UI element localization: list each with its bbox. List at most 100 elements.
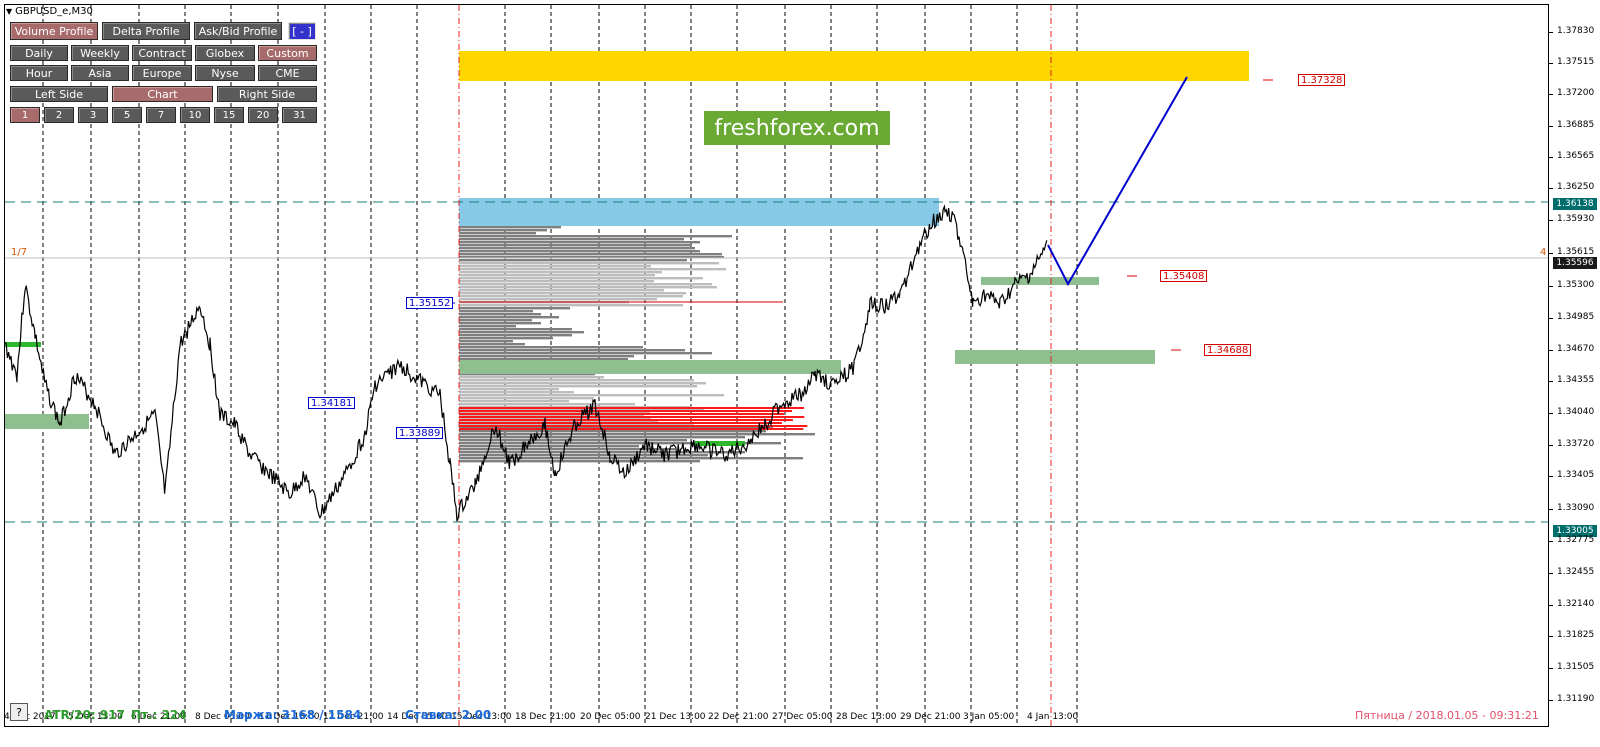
red-profile-bar (459, 425, 808, 427)
price-tick-mark (1549, 541, 1553, 542)
profile-bar (459, 268, 726, 271)
time-tick: 4 Jan 13:00 (1027, 712, 1079, 722)
europe-button[interactable]: Europe (132, 65, 192, 81)
price-tick: 1.32775 (1557, 535, 1595, 545)
green-zone-support-2 (955, 350, 1155, 364)
hour-button[interactable]: Hour (10, 65, 68, 81)
contract-button[interactable]: Contract (132, 45, 192, 61)
range-button-31[interactable]: 31 (282, 107, 317, 123)
range-button-5[interactable]: 5 (112, 107, 142, 123)
green-zone-left (5, 414, 89, 429)
profile-bar (459, 265, 651, 268)
price-tick: 1.33405 (1557, 470, 1595, 480)
range-button-10[interactable]: 10 (180, 107, 210, 123)
axis-tag-upper: 1.36138 (1553, 198, 1597, 210)
asia-button[interactable]: Asia (71, 65, 129, 81)
green-zone-mid (459, 360, 841, 374)
time-tick: 12 Dec 21:00 (323, 712, 384, 722)
level-label-left-2: 1.33889 (396, 427, 444, 439)
time-tick: 14 Dec 05:00 (387, 712, 448, 722)
custom-button[interactable]: Custom (258, 45, 317, 61)
price-tick: 1.36250 (1557, 182, 1595, 192)
profile-bar (459, 403, 635, 406)
profile-bar (459, 256, 724, 259)
profile-bar (459, 247, 695, 250)
level-label-target: 1.37328 (1298, 74, 1346, 86)
profile-bar (459, 451, 745, 454)
profile-bar (459, 226, 561, 229)
profile-bar (459, 349, 685, 352)
profile-bar (459, 313, 541, 316)
price-tick: 1.37200 (1557, 88, 1595, 98)
delta-profile-button[interactable]: Delta Profile (102, 22, 190, 40)
profile-bar (459, 316, 559, 319)
range-button-7[interactable]: 7 (146, 107, 176, 123)
price-tick-mark (1549, 32, 1553, 33)
time-tick: 8 Dec 05:00 (195, 712, 250, 722)
time-tick: 5 Dec 13:00 (68, 712, 123, 722)
profile-bar (459, 235, 732, 238)
side-mark-right: 4 (1540, 247, 1547, 258)
rate-readout: Ставка: 2.00 (405, 708, 492, 722)
price-tick-mark (1549, 668, 1553, 669)
price-tick: 1.32455 (1557, 567, 1595, 577)
price-tick-mark (1549, 413, 1553, 414)
profile-bar (459, 436, 745, 439)
time-tick: 15 Dec 13:00 (451, 712, 512, 722)
profile-bar (459, 283, 712, 286)
price-tick: 1.31825 (1557, 630, 1595, 640)
price-tick-mark (1549, 157, 1553, 158)
server-datetime: Пятница / 2018.01.05 - 09:31:21 (1355, 709, 1539, 722)
level-label-left-1: 1.34181 (308, 397, 356, 409)
red-volume-band (459, 407, 808, 430)
price-tick: 1.35930 (1557, 214, 1595, 224)
nyse-button[interactable]: Nyse (195, 65, 255, 81)
cme-button[interactable]: CME (258, 65, 317, 81)
range-button-15[interactable]: 15 (214, 107, 244, 123)
price-axis[interactable] (1552, 0, 1600, 747)
weekly-button[interactable]: Weekly (71, 45, 129, 61)
dropdown-arrow-icon[interactable]: ▼ (6, 7, 13, 16)
chart-button[interactable]: Chart (112, 86, 213, 102)
range-button-3[interactable]: 3 (78, 107, 108, 123)
symbol-title: ▼ GBPUSD_e,M30 (6, 6, 93, 17)
time-tick: 3 Jan 05:00 (963, 712, 1015, 722)
time-tick: 4 Dec 2017 (4, 712, 56, 722)
price-tick-mark (1549, 636, 1553, 637)
left-side-button[interactable]: Left Side (10, 86, 108, 102)
range-button-20[interactable]: 20 (248, 107, 278, 123)
price-tick-mark (1549, 509, 1553, 510)
range-button-2[interactable]: 2 (44, 107, 74, 123)
right-side-button[interactable]: Right Side (217, 86, 317, 102)
range-button-1[interactable]: 1 (10, 107, 40, 123)
profile-bar (459, 355, 634, 358)
price-tick: 1.36565 (1557, 151, 1595, 161)
profile-bar (459, 343, 525, 346)
price-tick: 1.31505 (1557, 662, 1595, 672)
price-tick: 1.31190 (1557, 694, 1595, 704)
ask-bid-profile-button[interactable]: Ask/Bid Profile (194, 22, 282, 40)
price-tick-mark (1549, 286, 1553, 287)
red-profile-bar (459, 416, 805, 418)
profile-bar (459, 238, 684, 241)
daily-button[interactable]: Daily (10, 45, 68, 61)
help-button[interactable]: ? (10, 703, 28, 721)
profile-bar (459, 241, 700, 244)
price-tick: 1.34670 (1557, 344, 1595, 354)
profile-bar (459, 289, 664, 292)
price-chart[interactable] (5, 5, 1549, 727)
profile-bar (459, 352, 712, 355)
profile-bar (459, 250, 700, 253)
level-label-support-2: 1.34688 (1204, 344, 1252, 356)
price-tick-mark (1549, 700, 1553, 701)
globex-button[interactable]: Globex (195, 45, 255, 61)
price-tick-mark (1549, 605, 1553, 606)
price-tick: 1.34985 (1557, 312, 1595, 322)
profile-bar (459, 346, 643, 349)
profile-bar (459, 334, 572, 337)
price-tick: 1.33720 (1557, 439, 1595, 449)
time-tick: 29 Dec 21:00 (900, 712, 961, 722)
volume-profile-button[interactable]: Volume Profile (10, 22, 98, 40)
profile-bar (459, 382, 706, 385)
collapse-button[interactable]: [ - ] (288, 22, 316, 40)
